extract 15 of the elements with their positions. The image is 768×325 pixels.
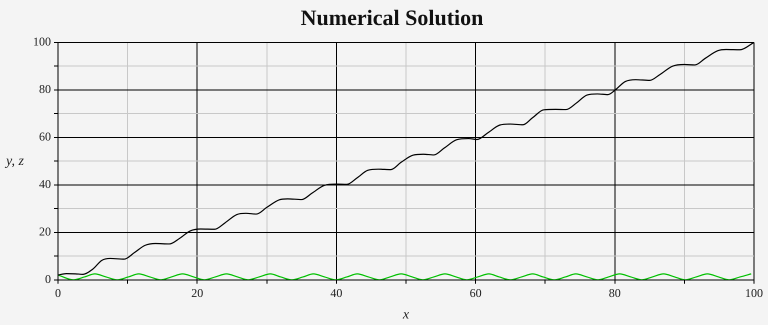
y-tick-label: 80	[39, 82, 51, 96]
x-tick-label: 100	[745, 286, 763, 300]
x-tick-label: 80	[608, 286, 621, 300]
y-tick-label: 60	[39, 130, 51, 144]
x-axis-title: x	[402, 307, 410, 322]
x-tick-label: 0	[55, 286, 61, 300]
y-tick-label: 40	[39, 176, 51, 191]
y-tick-label: 20	[39, 224, 51, 238]
y-axis-title: y, z	[4, 154, 24, 169]
x-tick-label: 40	[330, 286, 342, 300]
y-tick-label: 0	[45, 272, 51, 286]
x-tick-label: 60	[470, 286, 482, 300]
chart-title: Numerical Solution	[300, 4, 484, 30]
x-tick-label: 20	[191, 286, 204, 300]
y-tick-label: 100	[33, 34, 51, 49]
